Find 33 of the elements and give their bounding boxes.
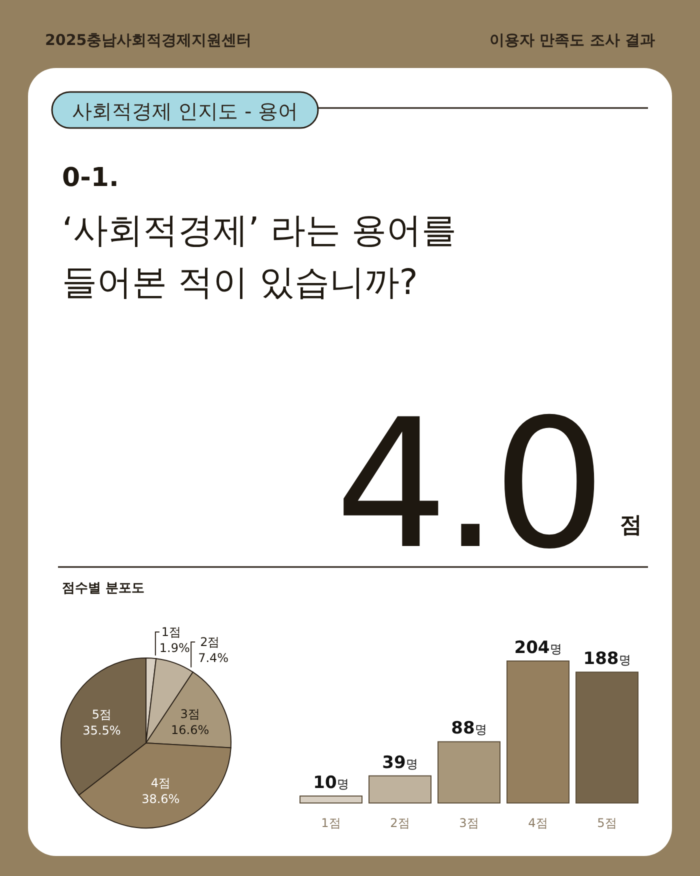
data-label: 188명 <box>583 649 631 670</box>
x-tick-label: 5점 <box>597 816 617 830</box>
data-label: 38.6% <box>142 792 180 806</box>
text: 0-1. <box>62 163 119 193</box>
bar <box>300 796 362 804</box>
text: 이용자 만족도 조사 결과 <box>489 31 655 49</box>
text: 2025충남사회적경제지원센터 <box>45 31 252 49</box>
data-label: 16.6% <box>171 722 210 737</box>
text: 사회적경제 인지도 - 용어 <box>72 99 298 123</box>
bar <box>576 672 638 804</box>
bar <box>506 660 570 804</box>
text: 4.0 <box>334 381 600 588</box>
text: ‘사회적경제’ 라는 용어를 들어본 적이 있습니까? <box>62 211 457 303</box>
data-label: 88명 <box>451 718 487 739</box>
data-label: 10명 <box>313 773 349 794</box>
slice-label: 1점 <box>161 625 182 639</box>
slice-label: 2점 <box>200 635 220 649</box>
bar <box>438 741 500 804</box>
data-label: 204명 <box>514 638 562 658</box>
data-label: 35.5% <box>82 723 121 738</box>
data-label: 7.4% <box>198 651 229 665</box>
x-tick-label: 1점 <box>321 816 341 830</box>
slice-label: 3점 <box>180 706 200 721</box>
text: 점 <box>620 513 642 538</box>
slice-label: 4점 <box>150 776 170 790</box>
x-tick-label: 4점 <box>528 816 548 830</box>
bar <box>368 775 432 804</box>
chart-title: 점수별 분포도 <box>62 581 145 596</box>
data-label: 1.9% <box>159 641 190 655</box>
data-label: 39명 <box>382 752 418 773</box>
slice-label: 5점 <box>92 707 112 722</box>
x-tick-label: 3점 <box>459 816 479 830</box>
x-tick-label: 2점 <box>390 816 410 830</box>
